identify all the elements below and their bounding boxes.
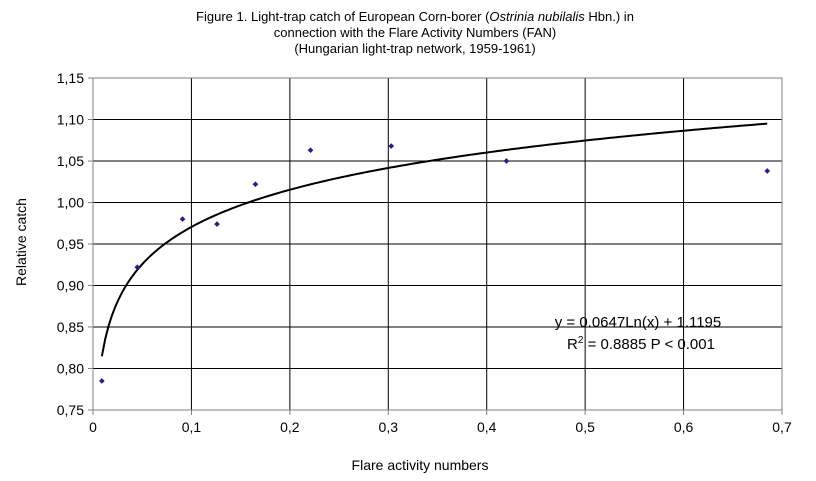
x-axis-label: Flare activity numbers [352, 457, 489, 473]
y-tick-label: 1,00 [57, 195, 84, 211]
data-points [99, 143, 771, 384]
x-tick-label: 0,4 [477, 419, 497, 435]
y-tick-label: 0,90 [57, 278, 84, 294]
x-tick-label: 0,6 [674, 419, 694, 435]
x-tick-label: 0,7 [772, 419, 792, 435]
data-point [134, 264, 141, 271]
y-tick-label: 0,75 [57, 402, 84, 418]
x-tick-label: 0,1 [182, 419, 202, 435]
data-point [99, 378, 105, 384]
data-point [388, 143, 395, 149]
data-point [764, 168, 771, 174]
x-tick-label: 0,5 [575, 419, 595, 435]
chart-title-line-2: connection with the Flare Activity Numbe… [274, 25, 557, 40]
y-axis: 0,75 0,80 0,85 0,90 0,95 1,00 1,05 1,10 1,15 [57, 70, 93, 418]
x-tick-label: 0 [89, 419, 97, 435]
data-point [503, 158, 510, 164]
chart-title-line-3: (Hungarian light-trap network, 1959-1961… [294, 41, 535, 56]
y-tick-label: 0,85 [57, 319, 84, 335]
gridlines [93, 78, 782, 410]
r-squared-annotation: R2 = 0.8885 P < 0.001 [567, 335, 715, 353]
x-tick-label: 0,3 [379, 419, 399, 435]
data-point [179, 216, 186, 222]
data-point [307, 147, 314, 154]
x-tick-label: 0,2 [280, 419, 300, 435]
data-point [252, 181, 259, 188]
x-axis: 0 0,1 0,2 0,3 0,4 0,5 0,6 0,7 [89, 410, 792, 435]
y-tick-label: 1,10 [57, 112, 84, 128]
regression-equation: y = 0.0647Ln(x) + 1.1195 [555, 314, 722, 331]
data-point [214, 221, 220, 227]
y-tick-label: 0,80 [57, 361, 84, 377]
trendline [100, 122, 768, 357]
y-tick-label: 1,05 [57, 153, 84, 169]
y-tick-label: 1,15 [57, 70, 84, 86]
y-axis-label: Relative catch [13, 198, 29, 286]
chart-title-line-1: Figure 1. Light-trap catch of European C… [196, 9, 634, 24]
y-tick-label: 0,95 [57, 236, 84, 252]
